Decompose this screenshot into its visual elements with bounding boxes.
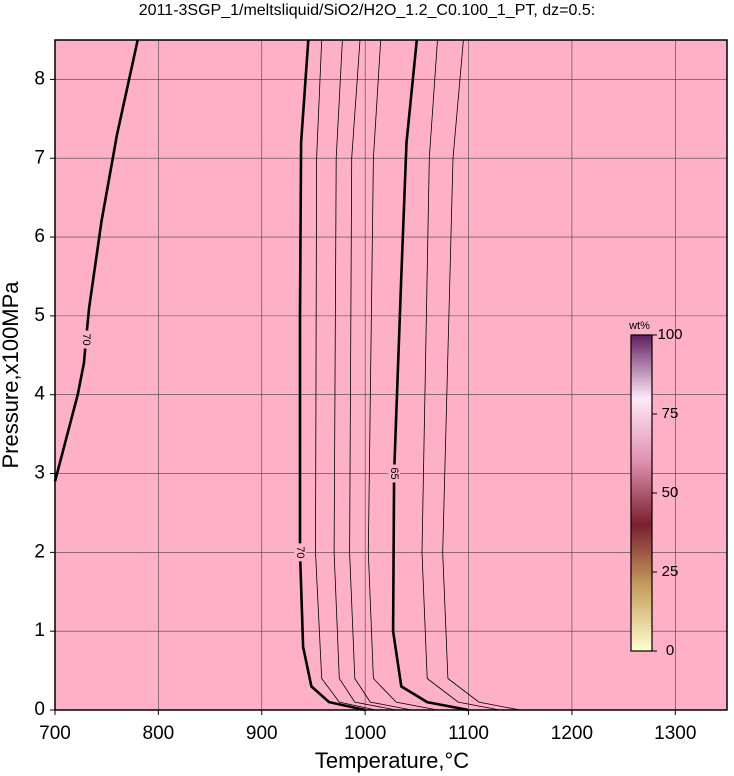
chart-title: 2011-3SGP_1/meltsliquid/SiO2/H2O_1.2_C0.… bbox=[139, 2, 595, 19]
contour-line bbox=[349, 39, 412, 711]
contour-label-bg bbox=[294, 543, 307, 562]
contour-line bbox=[333, 39, 397, 711]
colorbar-tick-label: 100 bbox=[657, 326, 682, 343]
x-tick-label: 700 bbox=[39, 723, 71, 744]
y-tick-label: 2 bbox=[34, 541, 45, 562]
contour-label: 65 bbox=[388, 467, 400, 479]
contour-line bbox=[421, 39, 500, 711]
y-tick-label: 5 bbox=[34, 305, 45, 326]
contour-label-bg bbox=[388, 464, 401, 483]
contour-label: 70 bbox=[80, 333, 92, 345]
contour-line bbox=[367, 39, 438, 711]
y-tick-label: 1 bbox=[34, 620, 45, 641]
contour-line bbox=[442, 39, 521, 711]
colorbar bbox=[630, 334, 653, 652]
x-tick-label: 1000 bbox=[344, 723, 386, 744]
x-tick-label: 800 bbox=[143, 723, 175, 744]
y-tick-label: 6 bbox=[34, 226, 45, 247]
x-tick-label: 900 bbox=[246, 723, 278, 744]
contour-label: 70 bbox=[294, 546, 306, 558]
colorbar-tick-label: 25 bbox=[662, 563, 679, 580]
contour-line bbox=[315, 39, 376, 711]
contour-line bbox=[298, 39, 366, 712]
colorbar-title: wt% bbox=[628, 320, 650, 332]
y-tick-label: 7 bbox=[34, 147, 45, 168]
plot-area bbox=[55, 40, 727, 710]
y-tick-label: 8 bbox=[34, 68, 45, 89]
y-tick-label: 0 bbox=[34, 699, 45, 720]
x-tick-label: 1100 bbox=[448, 723, 489, 744]
x-tick-label: 1200 bbox=[551, 723, 593, 744]
x-axis-label: Temperature,°C bbox=[315, 748, 469, 773]
plot-frame bbox=[54, 39, 728, 711]
contour-line bbox=[391, 39, 469, 712]
y-tick-label: 4 bbox=[34, 384, 45, 405]
y-tick-label: 3 bbox=[34, 463, 45, 484]
colorbar-tick-label: 0 bbox=[666, 642, 674, 659]
x-tick-label: 1300 bbox=[654, 723, 696, 744]
colorbar-tick-label: 50 bbox=[662, 484, 679, 501]
contour-label-bg bbox=[80, 330, 93, 349]
y-axis-label: Pressure,x100MPa bbox=[0, 281, 23, 469]
colorbar-tick-label: 75 bbox=[662, 405, 679, 422]
